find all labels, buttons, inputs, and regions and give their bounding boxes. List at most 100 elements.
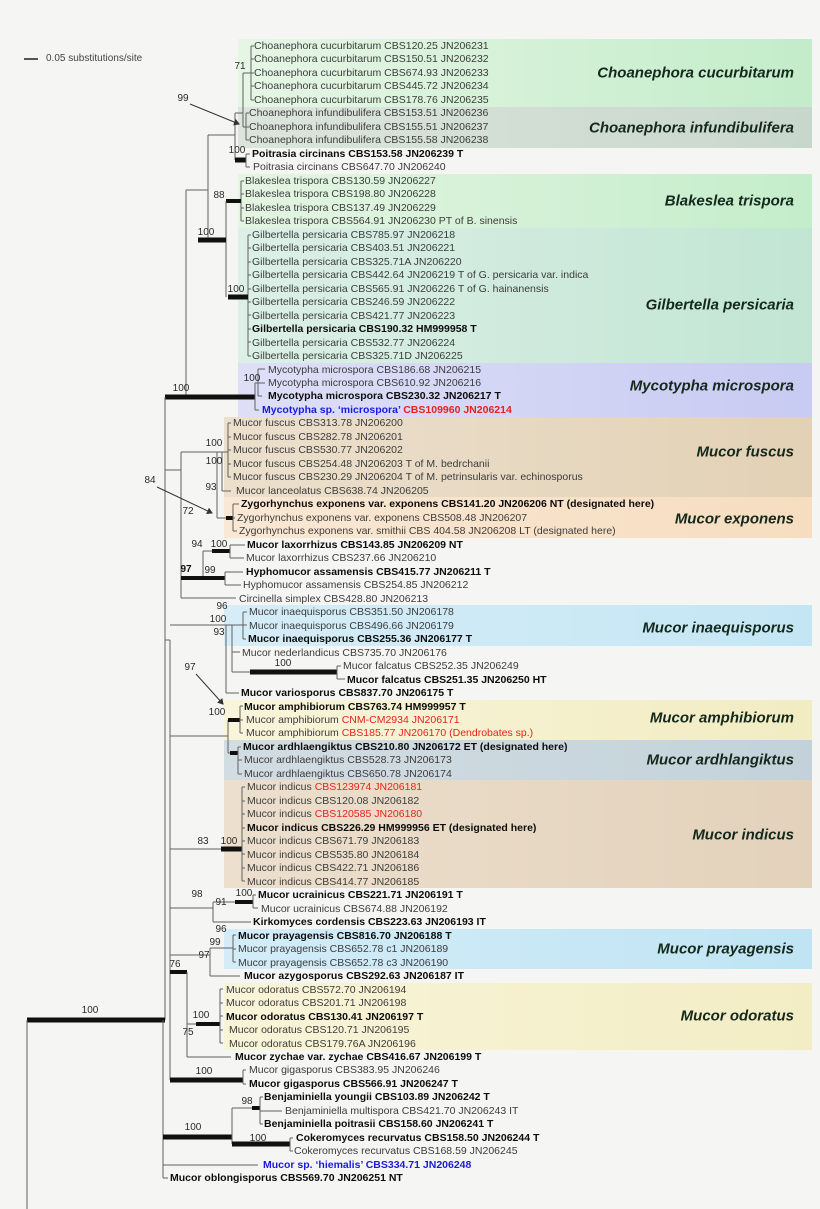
taxon-label-part: Mucor indicus CBS120.08 JN206182 [247,794,420,807]
bootstrap-value: 100 [274,658,292,669]
taxon-label-part: Choanephora cucurbitarum CBS445.72 JN206… [254,80,489,93]
taxon-label-part: Benjaminiella poitrasii CBS158.60 JN2062… [264,1118,494,1131]
taxon-label: Mucor indicus CBS671.79 JN206183 [247,836,419,847]
taxon-label: Poitrasia circinans CBS647.70 JN206240 [253,162,446,173]
bootstrap-value: 71 [234,61,246,72]
taxon-label: Mucor fuscus CBS313.78 JN206200 [233,418,403,429]
taxon-label: Mucor sp. ‘hiemalis’ CBS334.71 JN206248 [263,1159,471,1171]
taxon-label-part: Gilbertella persicaria CBS532.77 JN20622… [252,336,456,349]
taxon-label-part: Mucor indicus CBS226.29 HM999956 ET (des… [247,821,537,834]
taxon-label: Mucor fuscus CBS230.29 JN206204 T of M. … [233,472,583,483]
taxon-label-part: Mucor indicus CBS414.77 JN206185 [247,875,420,888]
clade-band [224,700,812,740]
taxon-label-part: Mucor inaequisporus CBS496.66 JN206179 [249,619,454,632]
taxon-label: Mucor amphibiorum CNM-CM2934 JN206171 [246,715,460,726]
taxon-label: Gilbertella persicaria CBS532.77 JN20622… [252,337,455,348]
taxon-label: Mucor zychae var. zychae CBS416.67 JN206… [235,1052,481,1063]
taxon-label: Mucor prayagensis CBS816.70 JN206188 T [238,930,452,941]
taxon-label-part: Blakeslea trispora CBS564.91 JN206230 PT… [245,214,518,227]
taxon-label-part: Gilbertella persicaria CBS565.91 JN20622… [252,282,549,295]
taxon-label-part: Mucor fuscus CBS254.48 JN206203 T of M. … [233,457,490,470]
taxon-label: Mucor ardhlaengiktus CBS528.73 JN206173 [244,755,452,766]
taxon-label: Cokeromyces recurvatus CBS168.59 JN20624… [294,1146,518,1157]
bootstrap-value: 100 [192,1010,210,1021]
taxon-label: Blakeslea trispora CBS137.49 JN206229 [245,202,436,214]
taxon-label-part: Mucor fuscus CBS313.78 JN206200 [233,417,403,430]
taxon-label-part: Mucor falcatus CBS251.35 JN206250 HT [347,673,547,686]
taxon-label: Mucor inaequisporus CBS496.66 JN206179 [249,620,454,631]
taxon-label-part: CBS185.77 JN206170 (Dendrobates sp.) [341,727,534,740]
taxon-label: Mucor indicus CBS422.71 JN206186 [247,863,419,874]
taxon-label: Mycotypha sp. ‘microspora’ CBS109960 JN2… [262,404,512,416]
taxon-label-part: Zygorhynchus exponens var. exponens CBS1… [241,498,655,511]
clade-band [238,174,812,228]
clade-band [224,497,812,538]
taxon-label-part: Choanephora cucurbitarum CBS150.51 JN206… [254,53,489,66]
taxon-label: Mucor ardhlaengiktus CBS650.78 JN206174 [244,767,452,780]
taxon-label: Gilbertella persicaria CBS246.59 JN20622… [252,297,455,308]
clade-band-label: Choanephora cucurbitarum [597,64,794,82]
taxon-label-part: Mycotypha microspora CBS186.68 JN206215 [268,363,482,376]
taxon-label: Choanephora cucurbitarum CBS150.51 JN206… [254,54,489,65]
bootstrap-value: 100 [197,227,215,238]
taxon-label: Mucor amphibiorum CBS185.77 JN206170 (De… [246,728,533,739]
clade-band [238,107,812,148]
taxon-label-part: Mucor amphibiorum [246,727,342,740]
bootstrap-value: 75 [182,1027,194,1038]
taxon-label: Mucor nederlandicus CBS735.70 JN206176 [242,647,447,658]
bootstrap-value: 100 [81,1005,99,1016]
taxon-label: Mucor odoratus CBS179.76A JN206196 [229,1038,416,1049]
clade-band [224,780,812,888]
taxon-label-part: Gilbertella persicaria CBS442.64 JN20621… [252,268,589,281]
taxon-label-part: Mucor fuscus CBS230.29 JN206204 T of M. … [233,471,583,484]
bootstrap-value: 83 [197,836,209,847]
clade-band-label: Mucor ardhlangiktus [646,751,794,769]
taxon-label-part: Mucor prayagensis CBS652.78 c3 JN206190 [238,956,449,969]
bootstrap-value: 100 [220,836,238,847]
taxon-label-part: Hyphomucor assamensis CBS254.85 JN206212 [243,578,469,591]
taxon-label: Mucor lanceolatus CBS638.74 JN206205 [236,485,429,497]
scale-bar-label: 0.05 substitutions/site [46,53,143,64]
taxon-label-part: Cokeromyces recurvatus CBS158.50 JN20624… [296,1131,540,1144]
taxon-label: Mucor ardhlaengiktus CBS210.80 JN206172 … [243,741,567,753]
taxon-label-part: Mucor oblongisporus CBS569.70 JN206251 N… [170,1172,403,1185]
taxon-label: Gilbertella persicaria CBS565.91 JN20622… [252,283,549,294]
clade-band [224,417,812,498]
bootstrap-pointer-arrow-icon [189,103,240,126]
taxon-label-part: Mucor ardhlaengiktus CBS528.73 JN206173 [244,754,452,767]
taxon-label-part: Mucor ardhlaengiktus CBS650.78 JN206174 [244,767,452,780]
clade-band-label: Mycotypha microspora [629,377,794,395]
taxon-label-part: Mucor nederlandicus CBS735.70 JN206176 [242,646,447,659]
taxon-label: Circinella simplex CBS428.80 JN206213 [239,593,428,604]
bootstrap-value: 100 [184,1122,202,1133]
taxon-label-part: Mucor falcatus CBS252.35 JN206249 [343,659,519,672]
bootstrap-value: 88 [213,190,225,201]
taxon-label: Gilbertella persicaria CBS325.71A JN2062… [252,256,462,267]
taxon-label-part: Mucor indicus [247,781,315,794]
bootstrap-value: 94 [191,539,203,550]
taxon-label: Mucor fuscus CBS254.48 JN206203 T of M. … [233,457,490,470]
clade-band [224,740,812,781]
taxon-label-part: Mucor gigasporus CBS566.91 JN206247 T [249,1077,458,1090]
taxon-label-part: Mucor indicus [247,808,315,821]
taxon-label: Mucor odoratus CBS201.71 JN206198 [226,998,406,1009]
taxon-label-part: Kirkomyces cordensis CBS223.63 JN206193 … [253,915,486,928]
taxon-label: Mucor gigasporus CBS383.95 JN206246 [249,1065,440,1076]
taxon-label-part: Mycotypha microspora CBS230.32 JN206217 … [268,390,501,403]
taxon-label: Mucor oblongisporus CBS569.70 JN206251 N… [170,1173,403,1184]
clade-band-label: Gilbertella persicaria [645,296,794,314]
taxon-label: Mucor falcatus CBS251.35 JN206250 HT [347,674,547,685]
taxon-label: Mucor prayagensis CBS652.78 c1 JN206189 [238,944,448,955]
taxon-label-part: Mucor amphibiorum CBS763.74 HM999957 T [244,700,466,713]
taxon-label: Gilbertella persicaria CBS190.32 HM99995… [252,324,477,335]
taxon-label-part: Mucor indicus CBS422.71 JN206186 [247,862,420,875]
taxon-label-part: Mucor prayagensis CBS652.78 c1 JN206189 [238,942,449,955]
taxon-label: Kirkomyces cordensis CBS223.63 JN206193 … [253,917,486,928]
bootstrap-value: 97 [184,662,196,673]
taxon-label: Mucor falcatus CBS252.35 JN206249 [343,661,519,672]
bootstrap-value: 91 [215,897,227,908]
taxon-label: Mucor indicus CBS226.29 HM999956 ET (des… [247,821,537,834]
bootstrap-pointer-arrow-icon [195,673,224,705]
taxon-label-part: Gilbertella persicaria CBS421.77 JN20622… [252,309,456,322]
bootstrap-value: 100 [172,383,190,394]
